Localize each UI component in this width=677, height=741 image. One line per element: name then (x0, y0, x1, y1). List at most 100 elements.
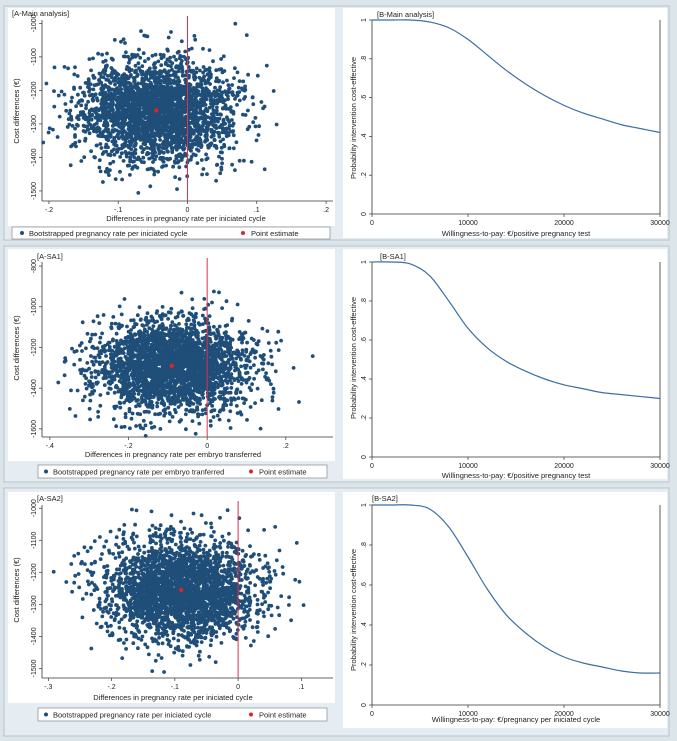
bootstrap-point (138, 423, 142, 428)
bootstrap-point (220, 156, 224, 161)
bootstrap-point (142, 410, 147, 414)
bootstrap-point (221, 54, 226, 59)
bootstrap-point (234, 94, 239, 98)
bootstrap-point (88, 417, 92, 422)
bootstrap-point (190, 69, 194, 74)
bootstrap-point (183, 49, 188, 54)
bootstrap-point (159, 69, 164, 74)
bootstrap-point (125, 91, 130, 96)
bootstrap-point (213, 85, 217, 90)
bootstrap-point (73, 65, 77, 70)
bootstrap-point (112, 142, 116, 147)
bootstrap-point (111, 338, 115, 343)
bootstrap-point (79, 103, 84, 108)
bootstrap-point (147, 156, 152, 161)
bootstrap-point (231, 146, 236, 151)
bootstrap-point (67, 407, 72, 411)
bootstrap-point (222, 69, 227, 73)
bootstrap-point (172, 54, 176, 59)
bootstrap-point (86, 77, 91, 81)
bootstrap-point (140, 94, 145, 99)
bootstrap-point (160, 145, 165, 150)
bootstrap-point (126, 122, 131, 127)
bootstrap-point (87, 115, 91, 119)
bootstrap-point (96, 108, 101, 113)
bootstrap-point (140, 150, 145, 155)
bootstrap-point (237, 158, 242, 163)
bootstrap-point (148, 109, 153, 113)
bootstrap-point (157, 151, 162, 156)
y-tick-label: -1400 (31, 148, 38, 166)
bootstrap-point (202, 74, 207, 79)
bootstrap-point (200, 336, 205, 341)
bootstrap-point (256, 133, 261, 137)
bootstrap-point (207, 105, 212, 110)
bootstrap-point (195, 134, 199, 139)
bootstrap-point (236, 379, 241, 383)
bootstrap-point (165, 109, 170, 114)
bootstrap-point (242, 88, 247, 93)
bootstrap-point (175, 50, 180, 55)
bootstrap-point (95, 116, 100, 120)
bootstrap-point (245, 127, 250, 132)
bootstrap-point (111, 315, 116, 319)
bootstrap-point (172, 124, 176, 129)
bootstrap-point (250, 95, 255, 100)
bootstrap-point (190, 130, 195, 134)
bootstrap-point (103, 91, 108, 95)
bootstrap-point (123, 54, 127, 59)
bootstrap-point (105, 106, 110, 110)
bootstrap-point (84, 346, 88, 351)
bootstrap-point (88, 122, 92, 127)
bootstrap-point (251, 120, 256, 125)
bootstrap-point (95, 96, 99, 100)
bootstrap-point (222, 331, 227, 335)
bootstrap-point (130, 117, 135, 122)
bootstrap-point (151, 324, 156, 328)
bootstrap-point (80, 320, 85, 325)
bootstrap-point (152, 172, 157, 177)
bootstrap-point (124, 154, 129, 159)
bootstrap-point (233, 365, 238, 369)
bootstrap-point (246, 72, 251, 77)
bootstrap-point (141, 155, 146, 160)
bootstrap-point (141, 418, 146, 423)
bootstrap-point (134, 141, 138, 146)
bootstrap-point (230, 118, 234, 122)
bootstrap-point (215, 163, 219, 167)
bootstrap-point (212, 324, 216, 329)
bootstrap-point (176, 405, 181, 409)
bootstrap-point (172, 70, 177, 74)
bootstrap-point (193, 121, 198, 125)
bootstrap-point (111, 95, 115, 100)
bootstrap-point (111, 417, 116, 422)
bootstrap-point (86, 127, 90, 132)
bootstrap-point (165, 149, 170, 154)
bootstrap-point (203, 120, 208, 124)
bootstrap-point (106, 127, 111, 132)
bootstrap-point (226, 117, 230, 122)
bootstrap-point (96, 51, 100, 56)
bootstrap-point (155, 404, 160, 409)
bootstrap-point (222, 144, 227, 149)
bootstrap-point (148, 84, 153, 89)
bootstrap-point (162, 85, 166, 89)
bootstrap-point (137, 66, 141, 71)
bootstrap-point (220, 122, 225, 127)
bootstrap-point (227, 146, 232, 151)
legend-a-main-est-marker (241, 231, 245, 235)
bootstrap-point (233, 168, 237, 173)
bootstrap-point (134, 106, 138, 110)
bootstrap-point (145, 71, 150, 76)
panel-b-main: [B-Main analysis] 0 10000 20000 300000.2.4.… (343, 8, 670, 238)
bootstrap-point (214, 68, 219, 73)
bootstrap-point (180, 100, 184, 104)
bootstrap-point (170, 320, 175, 325)
bootstrap-point (270, 395, 275, 399)
bootstrap-point (159, 56, 164, 61)
bootstrap-point (90, 97, 95, 101)
bootstrap-point (249, 159, 254, 164)
bootstrap-point (194, 128, 199, 133)
bootstrap-point (177, 177, 182, 181)
bootstrap-point (228, 340, 233, 345)
